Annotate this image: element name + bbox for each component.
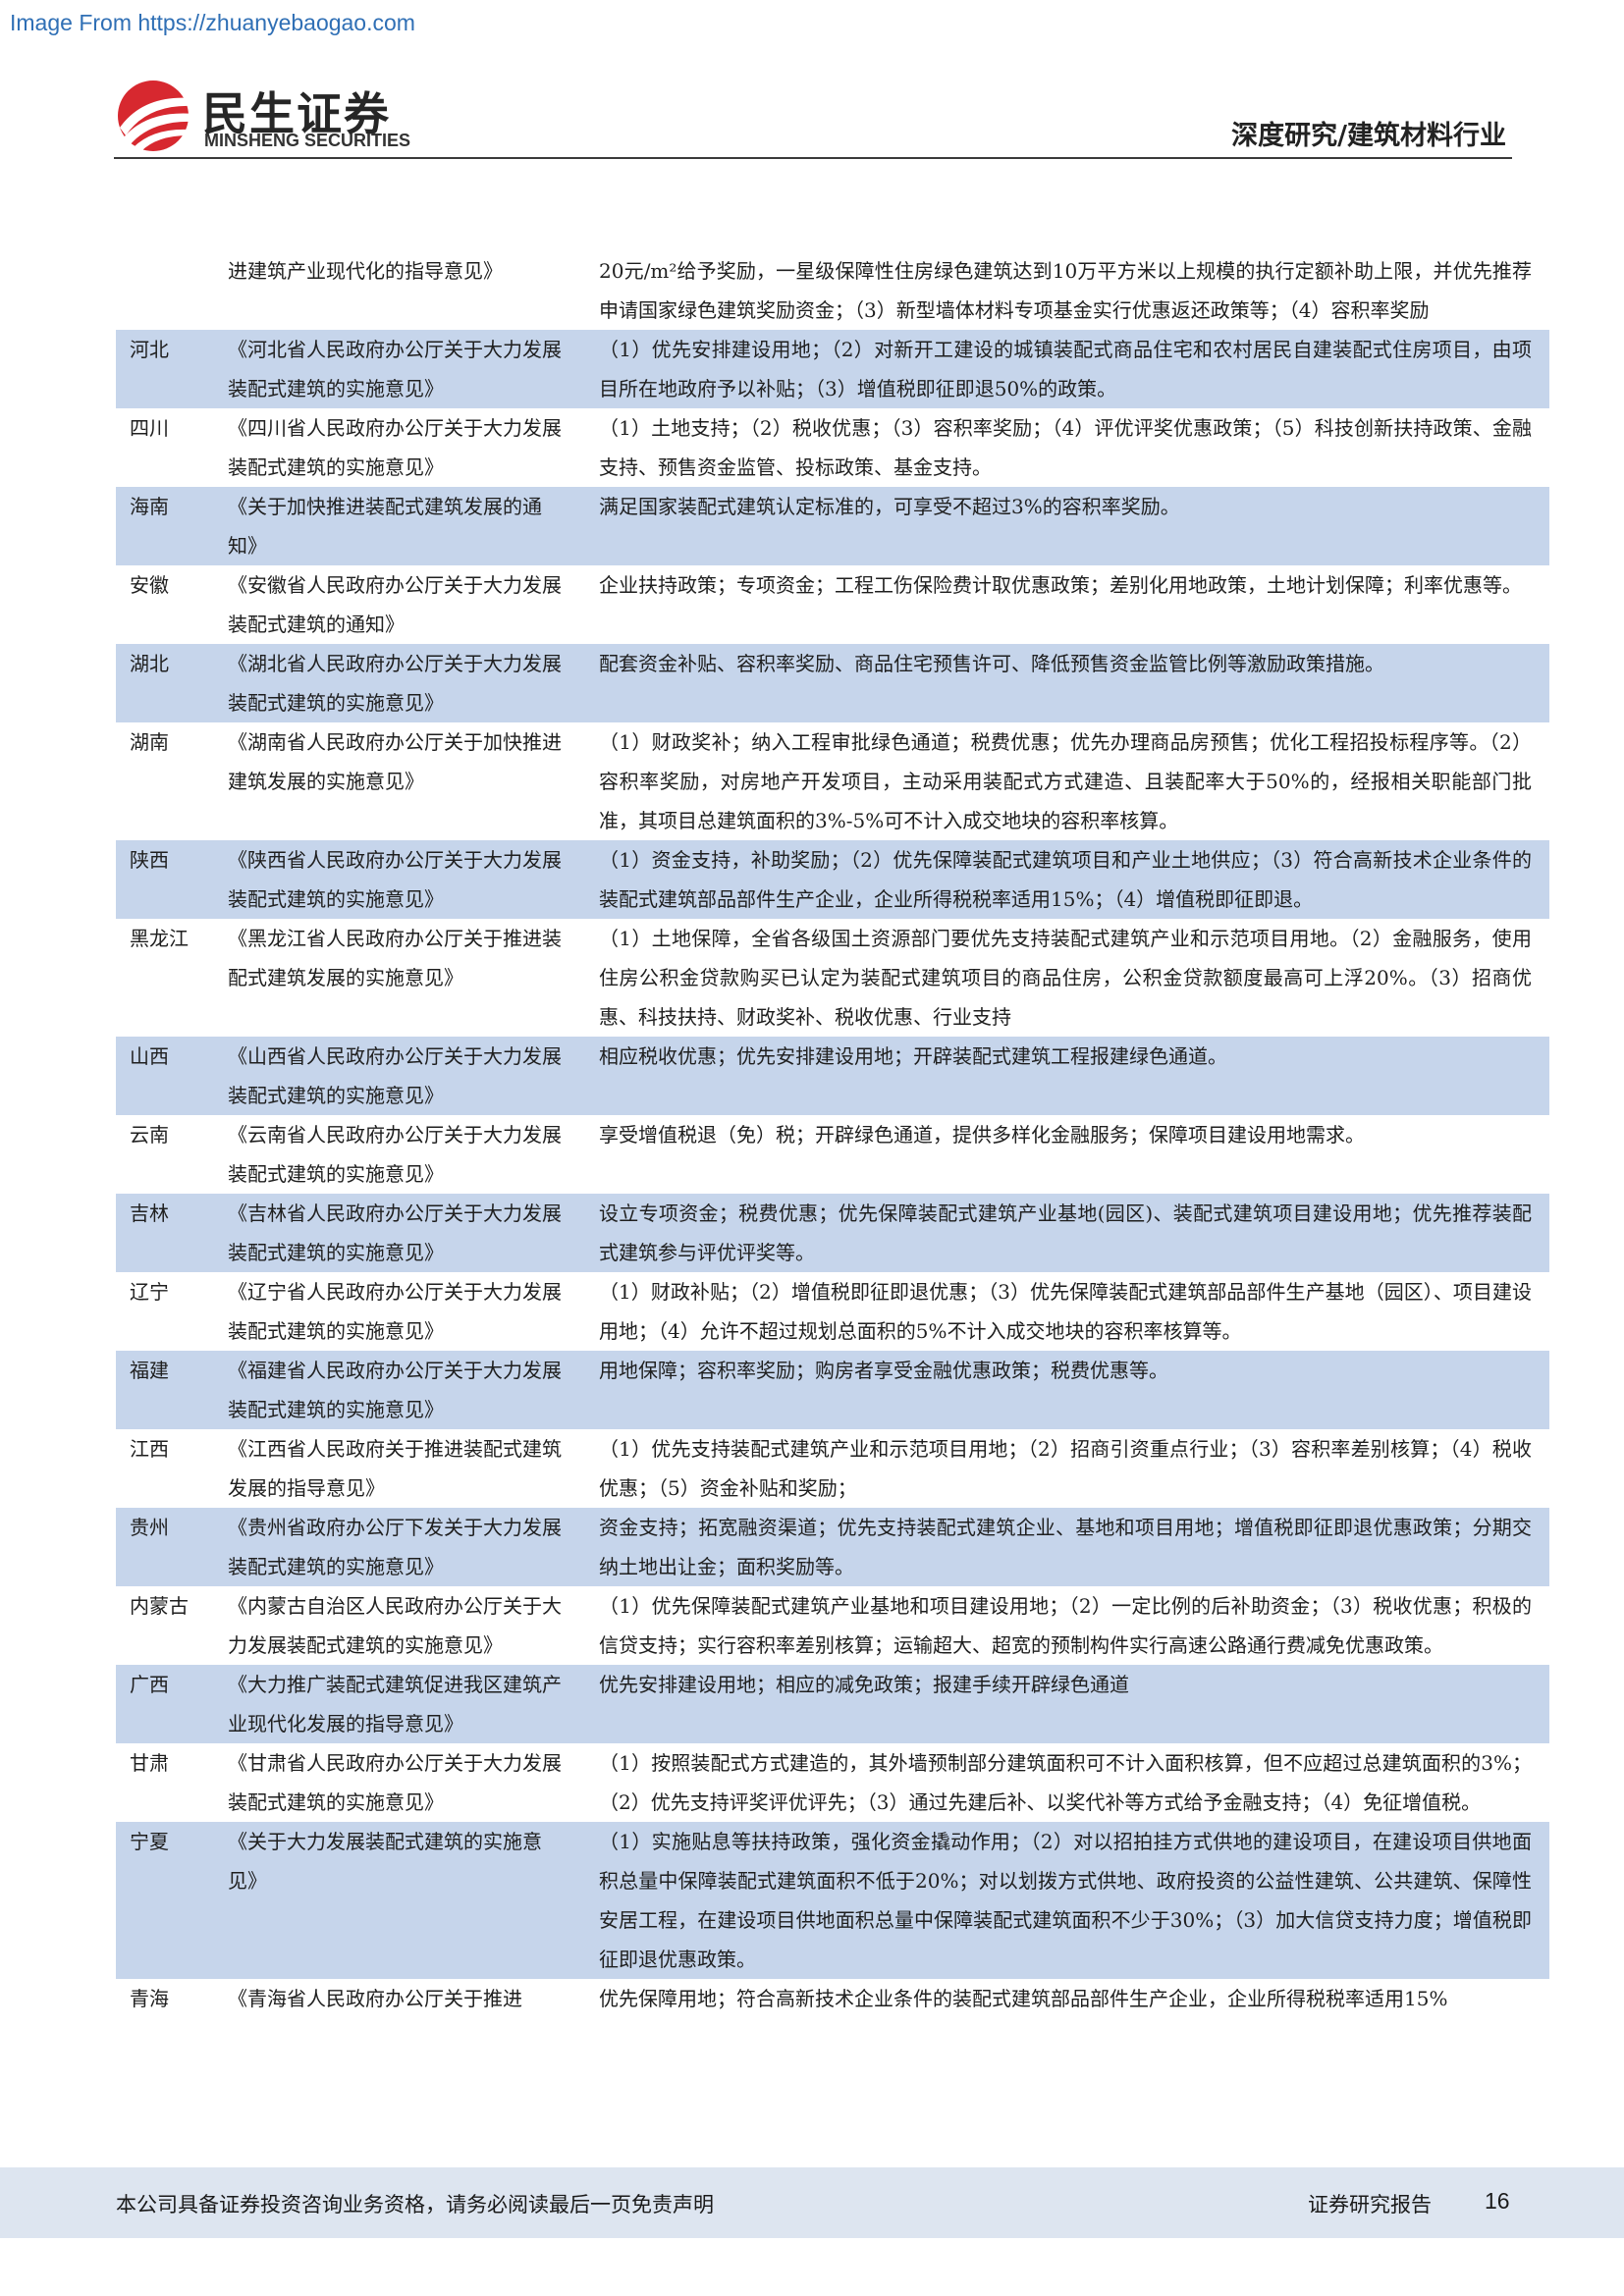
table-row: 陕西 《陕西省人民政府办公厅关于大力发展装配式建筑的实施意见》 （1）资金支持，补助… bbox=[116, 840, 1549, 919]
province-cell: 辽宁 bbox=[130, 1280, 169, 1304]
measures-cell: （1）优先安排建设用地；（2）对新开工建设的城镇装配式商品住宅和农村居民自建装配… bbox=[579, 330, 1549, 408]
policy-table-body: 进建筑产业现代化的指导意见》 20元/m²给予奖励，一星级保障性住房绿色建筑达到1… bbox=[116, 251, 1549, 2018]
measures-cell: 优先保障用地；符合高新技术企业条件的装配式建筑部品部件生产企业，企业所得税税率适… bbox=[599, 1987, 1448, 2010]
document-cell: 《湖北省人民政府办公厅关于大力发展装配式建筑的实施意见》 bbox=[214, 644, 579, 722]
table-row: 贵州 《贵州省政府办公厅下发关于大力发展装配式建筑的实施意见》 资金支持；拓宽融资渠… bbox=[116, 1508, 1549, 1586]
document-cell: 《福建省人民政府办公厅关于大力发展装配式建筑的实施意见》 bbox=[214, 1351, 579, 1429]
footer-disclaimer: 本公司具备证券投资咨询业务资格，请务必阅读最后一页免责声明 bbox=[116, 2193, 714, 2216]
table-row: 甘肃 《甘肃省人民政府办公厅关于大力发展装配式建筑的实施意见》 （1）按照装配式方式… bbox=[116, 1743, 1549, 1822]
province-cell: 吉林 bbox=[116, 1194, 214, 1272]
document-cell: 《山西省人民政府办公厅关于大力发展装配式建筑的实施意见》 bbox=[214, 1037, 579, 1115]
province-cell: 福建 bbox=[116, 1351, 214, 1429]
report-type-title: 深度研究/建筑材料行业 bbox=[1231, 121, 1506, 151]
province-cell: 青海 bbox=[130, 1987, 169, 2010]
measures-cell: （1）土地支持；（2）税收优惠；（3）容积率奖励；（4）评优评奖优惠政策；（5）… bbox=[599, 416, 1532, 479]
table-row: 吉林 《吉林省人民政府办公厅关于大力发展装配式建筑的实施意见》 设立专项资金；税费优… bbox=[116, 1194, 1549, 1272]
footer-band bbox=[0, 2167, 1624, 2238]
measures-cell: （1）财政奖补；纳入工程审批绿色通道；税费优惠；优先办理商品房预售；优化工程招投… bbox=[599, 730, 1532, 832]
measures-cell: （1）土地保障，全省各级国土资源部门要优先支持装配式建筑产业和示范项目用地。（2… bbox=[599, 927, 1532, 1029]
document-cell: 《吉林省人民政府办公厅关于大力发展装配式建筑的实施意见》 bbox=[214, 1194, 579, 1272]
province-cell: 安徽 bbox=[130, 573, 169, 597]
measures-cell: （1）实施贴息等扶持政策，强化资金撬动作用；（2）对以招拍挂方式供地的建设项目，… bbox=[579, 1822, 1549, 1979]
measures-cell: 20元/m²给予奖励，一星级保障性住房绿色建筑达到10万平方米以上规模的执行定额… bbox=[599, 259, 1532, 322]
document-cell: 《陕西省人民政府办公厅关于大力发展装配式建筑的实施意见》 bbox=[214, 840, 579, 919]
province-cell bbox=[116, 251, 214, 330]
measures-cell: （1）财政补贴；（2）增值税即征即退优惠；（3）优先保障装配式建筑部品部件生产基… bbox=[599, 1280, 1532, 1343]
document-cell: 《贵州省政府办公厅下发关于大力发展装配式建筑的实施意见》 bbox=[214, 1508, 579, 1586]
measures-cell: 享受增值税退（免）税；开辟绿色通道，提供多样化金融服务；保障项目建设用地需求。 bbox=[599, 1123, 1365, 1147]
policy-table: 进建筑产业现代化的指导意见》 20元/m²给予奖励，一星级保障性住房绿色建筑达到1… bbox=[116, 251, 1549, 2018]
table-row: 山西 《山西省人民政府办公厅关于大力发展装配式建筑的实施意见》 相应税收优惠；优先安… bbox=[116, 1037, 1549, 1115]
company-logo: 民生证券 MINSHENG SECURITIES bbox=[114, 77, 418, 155]
province-cell: 内蒙古 bbox=[130, 1594, 189, 1618]
province-cell: 海南 bbox=[116, 487, 214, 565]
table-row: 湖北 《湖北省人民政府办公厅关于大力发展装配式建筑的实施意见》 配套资金补贴、容积率… bbox=[116, 644, 1549, 722]
table-row: 海南 《关于加快推进装配式建筑发展的通知》 满足国家装配式建筑认定标准的，可享受不超… bbox=[116, 487, 1549, 565]
province-cell: 山西 bbox=[116, 1037, 214, 1115]
document-cell: 《湖南省人民政府办公厅关于加快推进建筑发展的实施意见》 bbox=[228, 730, 562, 793]
province-cell: 江西 bbox=[130, 1437, 169, 1461]
document-cell: 《甘肃省人民政府办公厅关于大力发展装配式建筑的实施意见》 bbox=[228, 1751, 562, 1814]
table-row: 江西 《江西省人民政府关于推进装配式建筑发展的指导意见》 （1）优先支持装配式建筑产… bbox=[116, 1429, 1549, 1508]
table-row: 内蒙古 《内蒙古自治区人民政府办公厅关于大力发展装配式建筑的实施意见》 （1）优先保… bbox=[116, 1586, 1549, 1665]
province-cell: 甘肃 bbox=[130, 1751, 169, 1775]
table-row: 云南 《云南省人民政府办公厅关于大力发展装配式建筑的实施意见》 享受增值税退（免）税… bbox=[116, 1115, 1549, 1194]
table-row: 进建筑产业现代化的指导意见》 20元/m²给予奖励，一星级保障性住房绿色建筑达到1… bbox=[116, 251, 1549, 330]
document-cell: 《安徽省人民政府办公厅关于大力发展装配式建筑的通知》 bbox=[228, 573, 562, 636]
logo-english-name: MINSHENG SECURITIES bbox=[204, 131, 411, 150]
document-cell: 《大力推广装配式建筑促进我区建筑产业现代化发展的指导意见》 bbox=[214, 1665, 579, 1743]
document-cell: 《关于加快推进装配式建筑发展的通知》 bbox=[214, 487, 579, 565]
measures-cell: 设立专项资金；税费优惠；优先保障装配式建筑产业基地(园区)、装配式建筑项目建设用… bbox=[579, 1194, 1549, 1272]
document-cell: 《江西省人民政府关于推进装配式建筑发展的指导意见》 bbox=[228, 1437, 562, 1500]
watermark-text: Image From https://zhuanyebaogao.com bbox=[10, 10, 415, 35]
measures-cell: 配套资金补贴、容积率奖励、商品住宅预售许可、降低预售资金监管比例等激励政策措施。 bbox=[579, 644, 1549, 722]
province-cell: 湖北 bbox=[116, 644, 214, 722]
measures-cell: 满足国家装配式建筑认定标准的，可享受不超过3%的容积率奖励。 bbox=[579, 487, 1549, 565]
document-cell: 《内蒙古自治区人民政府办公厅关于大力发展装配式建筑的实施意见》 bbox=[228, 1594, 562, 1657]
measures-cell: （1）按照装配式方式建造的，其外墙预制部分建筑面积可不计入面积核算，但不应超过总… bbox=[599, 1751, 1532, 1814]
measures-cell: 资金支持；拓宽融资渠道；优先支持装配式建筑企业、基地和项目用地；增值税即征即退优… bbox=[579, 1508, 1549, 1586]
province-cell: 贵州 bbox=[116, 1508, 214, 1586]
footer-report-label: 证券研究报告 bbox=[1308, 2193, 1432, 2216]
document-cell: 《四川省人民政府办公厅关于大力发展装配式建筑的实施意见》 bbox=[228, 416, 562, 479]
table-row: 福建 《福建省人民政府办公厅关于大力发展装配式建筑的实施意见》 用地保障；容积率奖励… bbox=[116, 1351, 1549, 1429]
measures-cell: （1）资金支持，补助奖励；（2）优先保障装配式建筑项目和产业土地供应；（3）符合… bbox=[579, 840, 1549, 919]
measures-cell: 企业扶持政策；专项资金；工程工伤保险费计取优惠政策；差别化用地政策，土地计划保障… bbox=[599, 573, 1522, 597]
measures-cell: 优先安排建设用地；相应的减免政策；报建手续开辟绿色通道 bbox=[579, 1665, 1549, 1743]
table-row: 辽宁 《辽宁省人民政府办公厅关于大力发展装配式建筑的实施意见》 （1）财政补贴；（2… bbox=[116, 1272, 1549, 1351]
document-cell: 《辽宁省人民政府办公厅关于大力发展装配式建筑的实施意见》 bbox=[228, 1280, 562, 1343]
table-row: 黑龙江 《黑龙江省人民政府办公厅关于推进装配式建筑发展的实施意见》 （1）土地保障，… bbox=[116, 919, 1549, 1037]
page-number: 16 bbox=[1485, 2188, 1510, 2214]
header-divider bbox=[114, 157, 1512, 159]
province-cell: 陕西 bbox=[116, 840, 214, 919]
document-cell: 进建筑产业现代化的指导意见》 bbox=[228, 259, 503, 283]
table-row: 青海 《青海省人民政府办公厅关于推进 优先保障用地；符合高新技术企业条件的装配式建筑… bbox=[116, 1979, 1549, 2018]
measures-cell: （1）优先支持装配式建筑产业和示范项目用地；（2）招商引资重点行业；（3）容积率… bbox=[599, 1437, 1532, 1500]
province-cell: 黑龙江 bbox=[130, 927, 189, 950]
table-row: 河北 《河北省人民政府办公厅关于大力发展装配式建筑的实施意见》 （1）优先安排建设用… bbox=[116, 330, 1549, 408]
table-row: 广西 《大力推广装配式建筑促进我区建筑产业现代化发展的指导意见》 优先安排建设用地；… bbox=[116, 1665, 1549, 1743]
document-cell: 《黑龙江省人民政府办公厅关于推进装配式建筑发展的实施意见》 bbox=[228, 927, 562, 989]
logo-chinese-name: 民生证券 bbox=[202, 87, 391, 140]
table-row: 湖南 《湖南省人民政府办公厅关于加快推进建筑发展的实施意见》 （1）财政奖补；纳入工… bbox=[116, 722, 1549, 840]
province-cell: 河北 bbox=[116, 330, 214, 408]
province-cell: 广西 bbox=[116, 1665, 214, 1743]
document-cell: 《云南省人民政府办公厅关于大力发展装配式建筑的实施意见》 bbox=[228, 1123, 562, 1186]
table-row: 安徽 《安徽省人民政府办公厅关于大力发展装配式建筑的通知》 企业扶持政策；专项资金；… bbox=[116, 565, 1549, 644]
table-row: 四川 《四川省人民政府办公厅关于大力发展装配式建筑的实施意见》 （1）土地支持；（2… bbox=[116, 408, 1549, 487]
document-cell: 《河北省人民政府办公厅关于大力发展装配式建筑的实施意见》 bbox=[214, 330, 579, 408]
province-cell: 湖南 bbox=[130, 730, 169, 754]
measures-cell: 用地保障；容积率奖励；购房者享受金融优惠政策；税费优惠等。 bbox=[579, 1351, 1549, 1429]
logo-emblem-icon bbox=[118, 80, 194, 151]
document-cell: 《青海省人民政府办公厅关于推进 bbox=[228, 1987, 522, 2010]
table-row: 宁夏 《关于大力发展装配式建筑的实施意见》 （1）实施贴息等扶持政策，强化资金撬动作… bbox=[116, 1822, 1549, 1979]
province-cell: 云南 bbox=[130, 1123, 169, 1147]
measures-cell: 相应税收优惠；优先安排建设用地；开辟装配式建筑工程报建绿色通道。 bbox=[579, 1037, 1549, 1115]
measures-cell: （1）优先保障装配式建筑产业基地和项目建设用地；（2）一定比例的后补助资金；（3… bbox=[599, 1594, 1532, 1657]
document-cell: 《关于大力发展装配式建筑的实施意见》 bbox=[214, 1822, 579, 1979]
province-cell: 四川 bbox=[130, 416, 169, 440]
province-cell: 宁夏 bbox=[116, 1822, 214, 1979]
